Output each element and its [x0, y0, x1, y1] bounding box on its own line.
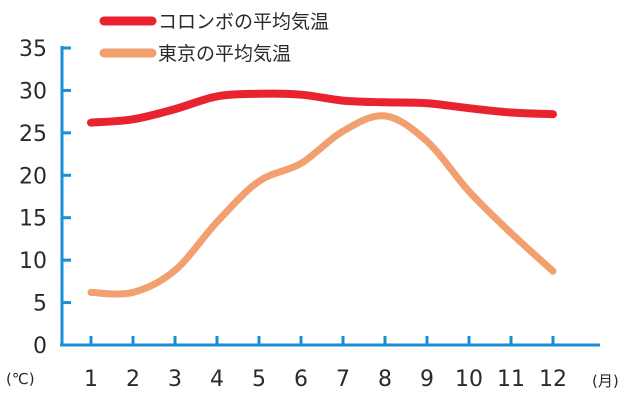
- y-tick-label: 10: [19, 249, 47, 274]
- x-tick-label: 7: [336, 367, 350, 392]
- y-tick-label: 20: [19, 164, 47, 189]
- x-tick-label: 5: [252, 367, 266, 392]
- y-unit-label: (℃): [6, 370, 35, 388]
- y-tick-label: 5: [33, 292, 47, 317]
- axes: [60, 46, 600, 347]
- x-tick-label: 9: [420, 367, 434, 392]
- series-lines: [87, 89, 557, 298]
- legend-label-2: 東京の平均気温: [158, 43, 291, 65]
- x-tick-label: 10: [455, 367, 483, 392]
- x-tick-label: 1: [84, 367, 98, 392]
- legend-label-1: コロンボの平均気温: [158, 11, 329, 33]
- x-tick-label: 6: [294, 367, 308, 392]
- y-tick-label: 30: [19, 79, 47, 104]
- x-ticks: 1 2 3 4 5 6 7 8 9 10 11 12: [84, 336, 567, 392]
- x-tick-label: 3: [168, 367, 182, 392]
- series-line-1: [87, 89, 557, 127]
- x-tick-label: 8: [378, 367, 392, 392]
- x-tick-label: 4: [210, 367, 224, 392]
- y-tick-label: 0: [33, 334, 47, 359]
- x-tick-label: 2: [126, 367, 140, 392]
- y-tick-label: 15: [19, 207, 47, 232]
- y-tick-label: 35: [19, 37, 47, 62]
- x-tick-label: 11: [497, 367, 525, 392]
- x-unit-label: (月): [592, 372, 619, 390]
- y-ticks: 0 5 10 15 20 25 30 35: [19, 37, 71, 359]
- x-tick-label: 12: [539, 367, 567, 392]
- y-tick-label: 25: [19, 122, 47, 147]
- series-line-2: [87, 112, 557, 298]
